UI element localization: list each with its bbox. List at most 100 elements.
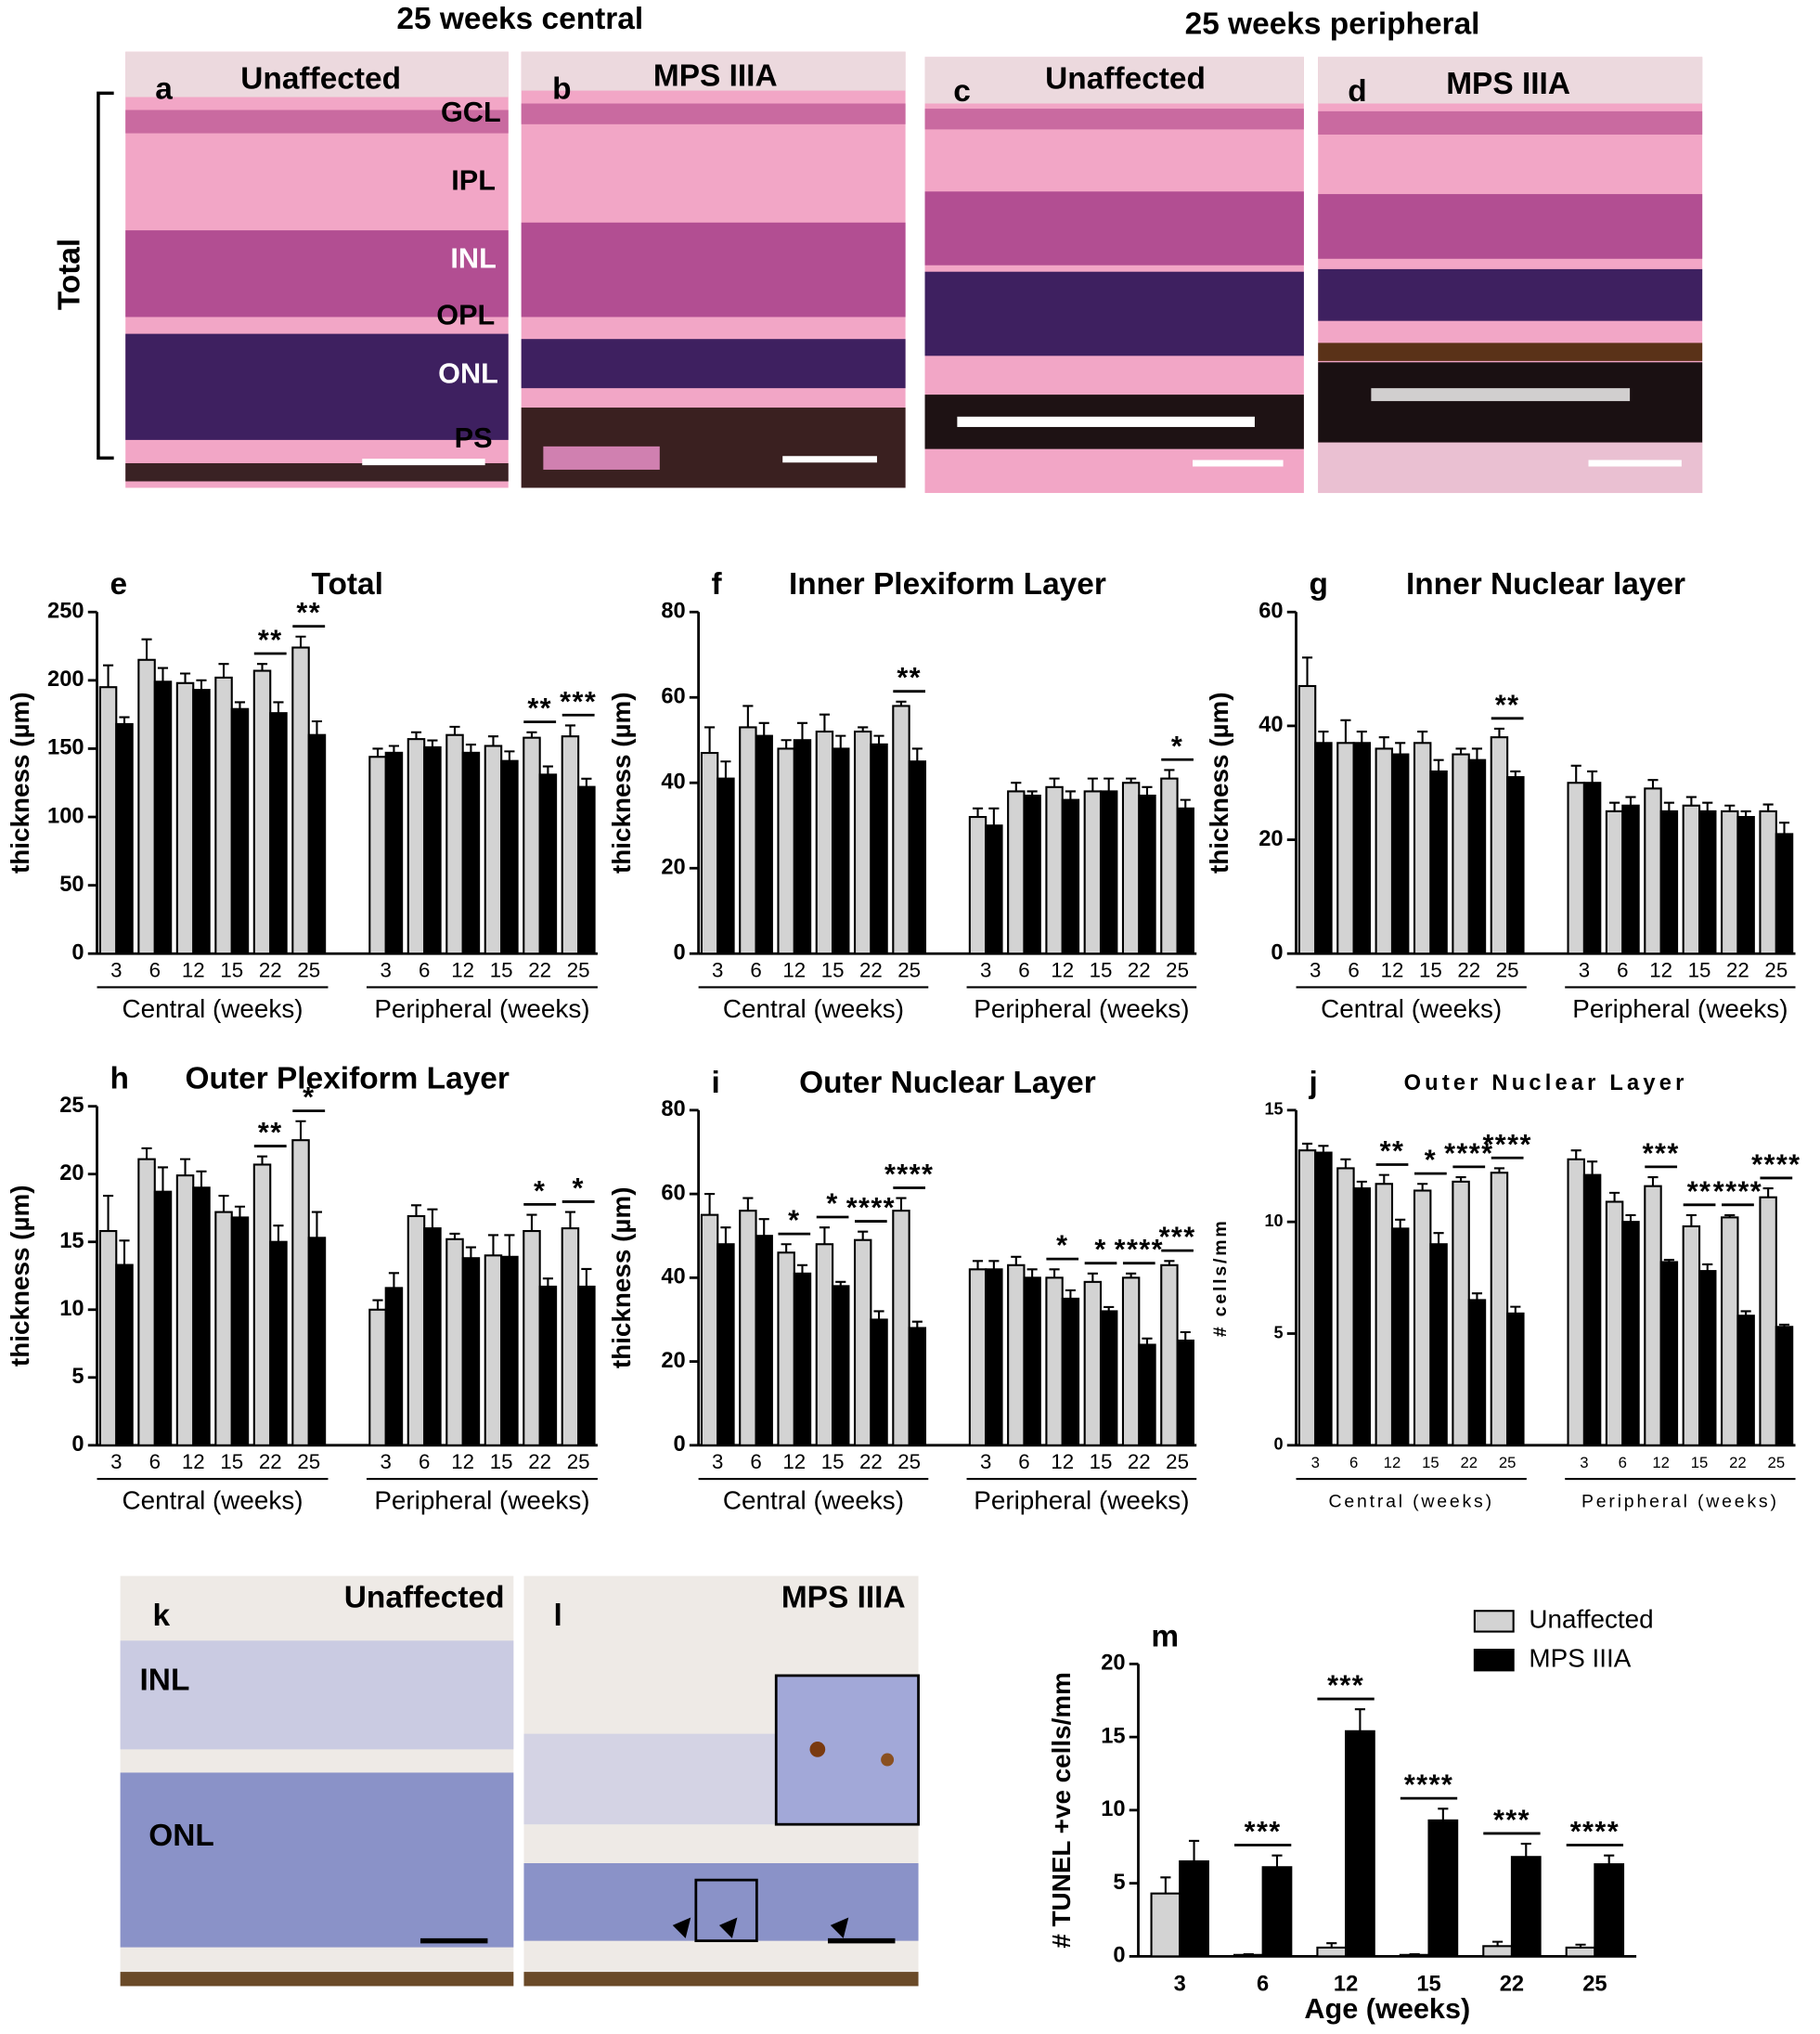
error-bar [1026, 1268, 1038, 1278]
error-bar [504, 750, 515, 761]
y-tick-label: 60 [661, 1181, 685, 1205]
error-bar [1087, 777, 1098, 792]
x-tick-label: 25 [567, 1450, 590, 1473]
panel-label: MPS IIIA [781, 1581, 906, 1615]
bar [739, 1210, 757, 1446]
bar [815, 730, 834, 955]
panel-letter: e [110, 567, 127, 602]
error-bar [1417, 730, 1428, 744]
error-bar [1243, 1952, 1254, 1956]
y-tick-label: 0 [71, 1432, 84, 1457]
error-bar [1378, 736, 1389, 749]
significance-label: * [1425, 1145, 1437, 1176]
x-tick-label: 15 [821, 1450, 845, 1473]
bar [307, 1237, 327, 1446]
error-bar [1587, 1160, 1598, 1175]
x-tick-label: 22 [859, 1450, 883, 1473]
error-bar [1702, 1263, 1713, 1272]
error-bar [1724, 1213, 1736, 1218]
bar [1160, 1263, 1179, 1446]
panel-letter: j [1308, 1066, 1317, 1100]
x-tick-label: 12 [1334, 1972, 1358, 1996]
error-bar [1104, 1305, 1115, 1312]
bar [1605, 1200, 1624, 1446]
error-bar [581, 1267, 592, 1287]
y-tick-label: 0 [673, 1432, 685, 1457]
bar [1336, 1167, 1355, 1446]
panel-letter: d [1348, 74, 1366, 109]
bar [175, 681, 195, 955]
error-bar [742, 1197, 754, 1211]
panel-label: MPS IIIA [1446, 67, 1570, 101]
x-tick-label: 3 [381, 1450, 392, 1473]
panel-letter: a [155, 71, 173, 106]
x-tick-label: 12 [182, 1450, 205, 1473]
panel-label: Unaffected [344, 1581, 505, 1615]
bar [98, 686, 118, 955]
significance-label: **** [1444, 1137, 1493, 1169]
error-bar [256, 1155, 268, 1165]
y-tick-label: 40 [1259, 713, 1283, 737]
bar [1179, 1859, 1209, 1958]
x-tick-label: 3 [110, 959, 122, 982]
bar [1605, 810, 1624, 955]
layer-label: INL [450, 242, 496, 274]
x-tick-label: 15 [1419, 959, 1442, 982]
x-tick-label: 22 [259, 959, 282, 982]
error-bar [388, 745, 399, 753]
y-axis-label: # cells/mm [1210, 1219, 1231, 1338]
bar [1061, 1297, 1080, 1446]
bar [407, 738, 426, 955]
x-tick-label: 22 [1128, 1450, 1151, 1473]
x-tick-label: 3 [1310, 959, 1321, 982]
panel-letter: g [1309, 567, 1327, 602]
y-tick-label: 20 [661, 855, 685, 879]
error-bar [218, 1195, 229, 1212]
error-bar [465, 1246, 476, 1259]
bar [777, 747, 795, 955]
bar [1297, 684, 1317, 955]
bar [1721, 810, 1739, 955]
bar [1775, 833, 1794, 955]
bar [230, 1216, 250, 1446]
y-axis-label: thickness (µm) [6, 1185, 34, 1367]
y-tick-label: 0 [1274, 1435, 1284, 1454]
group-label: Central (weeks) [1321, 994, 1502, 1023]
bar [908, 760, 927, 955]
layer-label: GCL [441, 97, 501, 128]
error-bar [1354, 1708, 1365, 1731]
error-bar [234, 1205, 246, 1218]
error-bar [542, 1277, 553, 1287]
significance-label: *** [560, 686, 597, 718]
panel-letter: m [1151, 1619, 1179, 1653]
bar [853, 1238, 872, 1446]
bar [1375, 1183, 1394, 1446]
y-tick-label: 5 [71, 1365, 84, 1389]
bar [870, 1318, 888, 1446]
x-tick-label: 22 [1457, 959, 1480, 982]
error-bar [1160, 1876, 1171, 1894]
error-bar [1438, 1807, 1449, 1820]
bar [793, 1272, 812, 1446]
error-bar [796, 721, 808, 741]
bar [832, 1285, 850, 1446]
significance-label: **** [1713, 1175, 1762, 1207]
error-bar [1142, 785, 1153, 797]
bar [1698, 810, 1717, 955]
bar [1682, 1224, 1701, 1446]
x-tick-label: 12 [1384, 1454, 1401, 1471]
x-tick-label: 15 [490, 959, 513, 982]
significance-label: ** [897, 662, 922, 693]
x-tick-label: 22 [859, 959, 883, 982]
error-bar [449, 1232, 460, 1239]
y-tick-label: 0 [1113, 1944, 1125, 1968]
bar [153, 680, 173, 955]
error-bar [819, 1226, 830, 1245]
y-tick-label: 15 [1101, 1724, 1125, 1748]
bar [214, 676, 233, 955]
x-tick-label: 15 [1090, 959, 1113, 982]
error-bar [1724, 804, 1736, 811]
bar [175, 1174, 195, 1446]
error-bar [542, 765, 553, 775]
x-tick-label: 12 [1652, 1454, 1670, 1471]
